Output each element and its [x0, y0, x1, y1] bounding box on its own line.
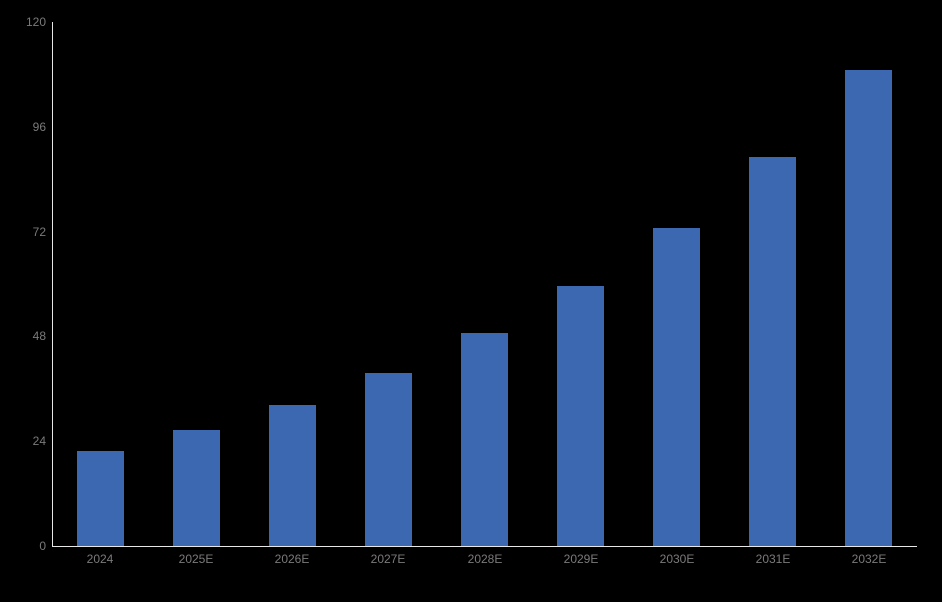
bar-2028E — [461, 333, 508, 546]
x-tick-label: 2032E — [851, 552, 887, 566]
x-tick-label: 2027E — [370, 552, 406, 566]
bar-2031E — [749, 157, 796, 546]
bar-2029E — [557, 286, 604, 546]
bar-2027E — [365, 373, 412, 546]
x-tick-label: 2029E — [563, 552, 599, 566]
x-tick-label: 2025E — [178, 552, 214, 566]
y-axis-line — [52, 22, 53, 547]
x-tick-label: 2026E — [274, 552, 310, 566]
bar-2025E — [173, 430, 220, 546]
y-tick-label: 0 — [39, 539, 46, 553]
x-tick-label: 2024 — [86, 552, 114, 566]
bar-2024 — [77, 451, 124, 546]
y-tick-label: 72 — [32, 224, 46, 239]
x-axis-line — [52, 546, 917, 547]
x-tick-label: 2031E — [755, 552, 791, 566]
y-tick-label: 24 — [32, 434, 46, 449]
bar-2030E — [653, 228, 700, 546]
bar-2032E — [845, 70, 892, 546]
y-tick-label: 120 — [25, 15, 46, 29]
y-tick-label: 96 — [32, 119, 46, 134]
x-tick-label: 2030E — [659, 552, 695, 566]
x-tick-label: 2028E — [467, 552, 503, 566]
bar-2026E — [269, 405, 316, 546]
y-tick-label: 48 — [32, 329, 46, 344]
